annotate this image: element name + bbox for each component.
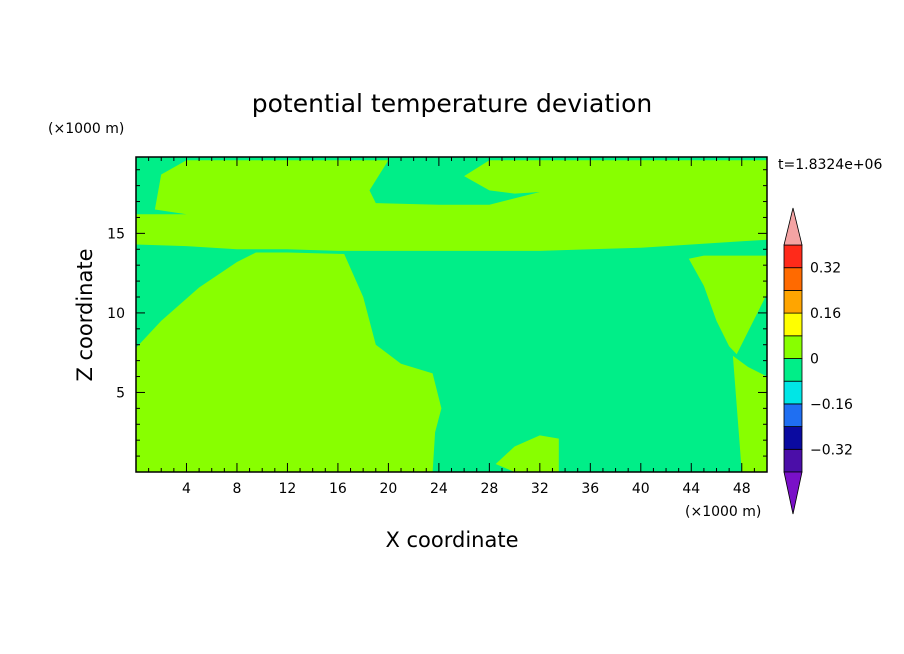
colorbar-band: [783, 403, 803, 427]
colorbar-tick-label: 0.32: [810, 261, 841, 277]
colorbar-band: [783, 267, 803, 291]
y-tick-label: 15: [107, 226, 125, 242]
colorbar-tick-label: −0.32: [810, 442, 853, 458]
colorbar-band: [783, 335, 803, 359]
colorbar-band: [783, 289, 803, 314]
x-tick-label: 16: [329, 481, 347, 497]
colorbar-tick-label: −0.16: [810, 397, 853, 413]
time-label: t=1.8324e+06: [778, 157, 882, 173]
x-tick-label: 32: [531, 481, 549, 497]
x-tick-label: 8: [232, 481, 241, 497]
colorbar-tick-label: 0: [810, 352, 819, 368]
contour-region-2: [136, 160, 767, 251]
y-tick-label: 5: [116, 385, 125, 401]
y-tick-label: 10: [107, 306, 125, 322]
chart-title: potential temperature deviation: [252, 89, 652, 118]
contour-region-5: [495, 435, 559, 472]
colorbar-band: [783, 380, 803, 405]
colorbar-band: [783, 426, 803, 450]
x-tick-label: 12: [279, 481, 297, 497]
colorbar-band: [783, 244, 803, 269]
x-tick-label: 4: [182, 481, 191, 497]
x-axis-label: X coordinate: [385, 528, 518, 552]
x-tick-label: 48: [733, 481, 751, 497]
colorbar-band: [783, 448, 803, 473]
colorbar-band: [783, 312, 803, 337]
x-tick-label: 36: [581, 481, 599, 497]
colorbar-under-arrow: [783, 471, 803, 515]
contour-region-3: [688, 255, 767, 355]
y-axis-ticks: 5 10 15: [107, 169, 767, 457]
x-unit-label: (×1000 m): [685, 504, 761, 520]
contour-region-4: [732, 355, 767, 472]
colorbar-band: [783, 358, 803, 382]
x-axis-ticks: 4 8 12 16 20 24 28 32 36 40 44 48: [148, 157, 755, 497]
x-tick-label: 40: [632, 481, 650, 497]
colorbar-over-arrow: [783, 207, 803, 246]
contour-region-1: [136, 252, 442, 472]
x-tick-label: 20: [379, 481, 397, 497]
x-tick-label: 24: [430, 481, 448, 497]
x-tick-label: 28: [480, 481, 498, 497]
y-axis-label: Z coordinate: [73, 248, 97, 381]
colorbar-legend: 0.32 0.16 0 −0.16 −0.32: [783, 207, 853, 515]
x-tick-label: 44: [682, 481, 700, 497]
contour-regions: [136, 160, 767, 472]
colorbar-tick-label: 0.16: [810, 306, 841, 322]
y-unit-label: (×1000 m): [48, 121, 124, 137]
